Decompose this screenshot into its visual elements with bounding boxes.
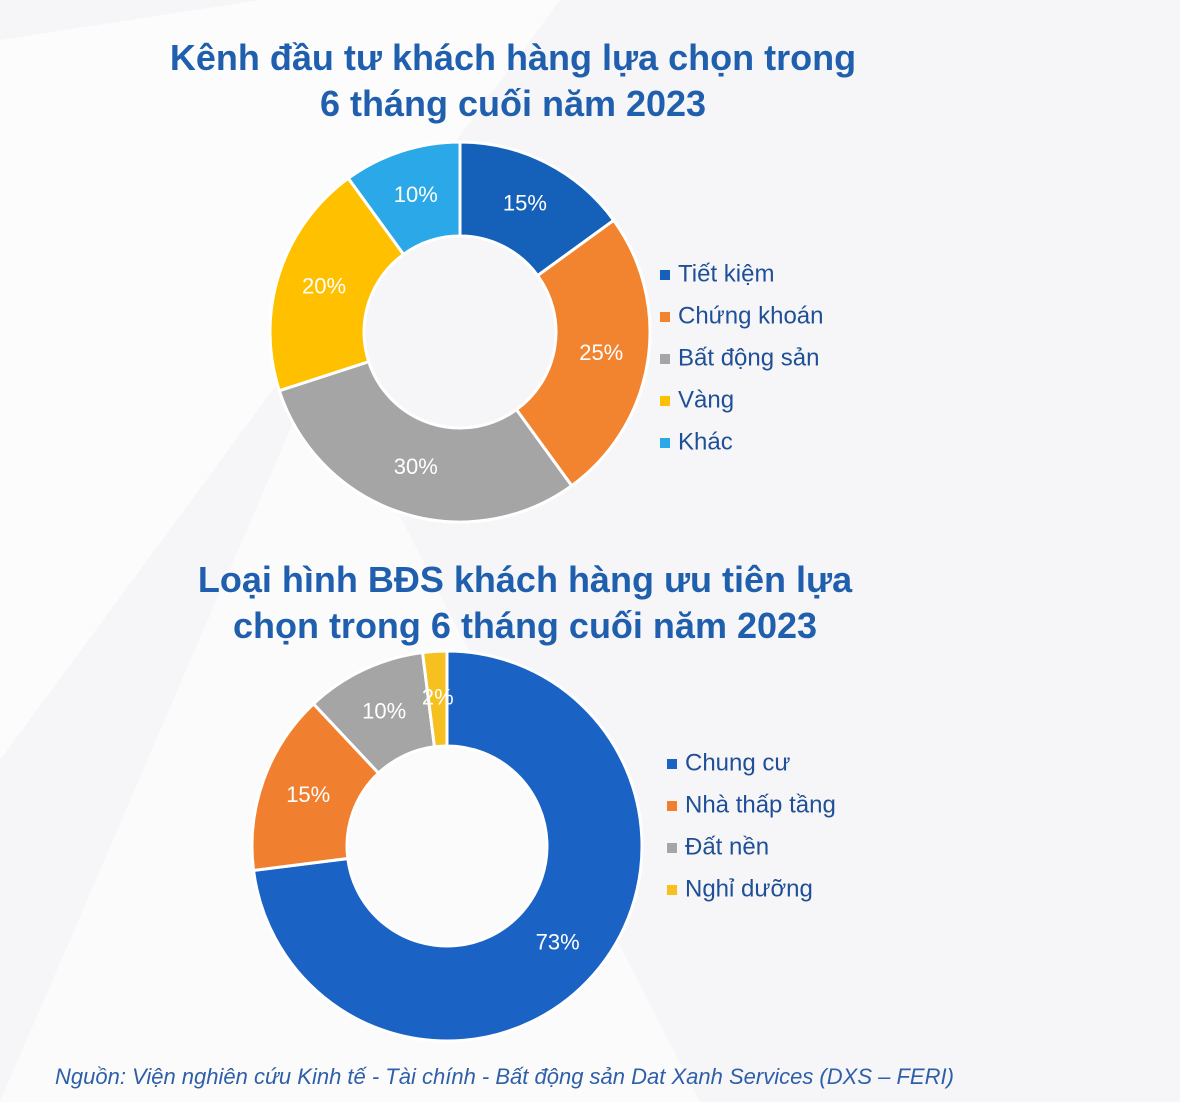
- donut-segment: [268, 176, 406, 393]
- donut-segment: [346, 140, 462, 257]
- chart-title: Loại hình BĐS khách hàng ưu tiên lựa chọ…: [197, 559, 853, 646]
- legend-label: Chứng khoán: [678, 302, 824, 329]
- legend-swatch: [667, 885, 677, 895]
- source-note: Nguồn: Viện nghiên cứu Kinh tế - Tài chí…: [55, 1064, 954, 1089]
- data-label: 30%: [394, 454, 438, 479]
- legend-swatch: [660, 270, 670, 280]
- donut-segment: [420, 649, 449, 749]
- legend-swatch: [660, 438, 670, 448]
- legend-swatch: [667, 843, 677, 853]
- legend-swatch: [660, 354, 670, 364]
- legend-label: Nhà thấp tầng: [685, 791, 836, 818]
- data-label: 10%: [394, 182, 438, 207]
- legend-label: Nghỉ dưỡng: [685, 875, 813, 902]
- legend-label: Đất nền: [685, 833, 769, 860]
- legend-swatch: [660, 312, 670, 322]
- legend-label: Khác: [678, 428, 733, 455]
- data-label: 25%: [579, 340, 623, 365]
- data-label: 15%: [503, 190, 547, 215]
- legend-label: Tiết kiệm: [678, 260, 774, 287]
- data-label: 73%: [536, 929, 580, 954]
- chart-title: Kênh đầu tư khách hàng lựa chọn trong 6 …: [169, 37, 857, 124]
- legend-swatch: [660, 396, 670, 406]
- legend-label: Vàng: [678, 386, 734, 413]
- donut-segment: [277, 359, 574, 524]
- data-label: 10%: [362, 698, 406, 723]
- donut-segment: [251, 649, 644, 1043]
- data-label: 15%: [286, 782, 330, 807]
- legend-label: Bất động sản: [678, 344, 819, 371]
- legend-swatch: [667, 759, 677, 769]
- legend-swatch: [667, 801, 677, 811]
- data-label: 20%: [302, 274, 346, 299]
- legend-label: Chung cư: [685, 749, 790, 776]
- donut-segment: [514, 218, 652, 488]
- data-label: 2%: [422, 685, 454, 710]
